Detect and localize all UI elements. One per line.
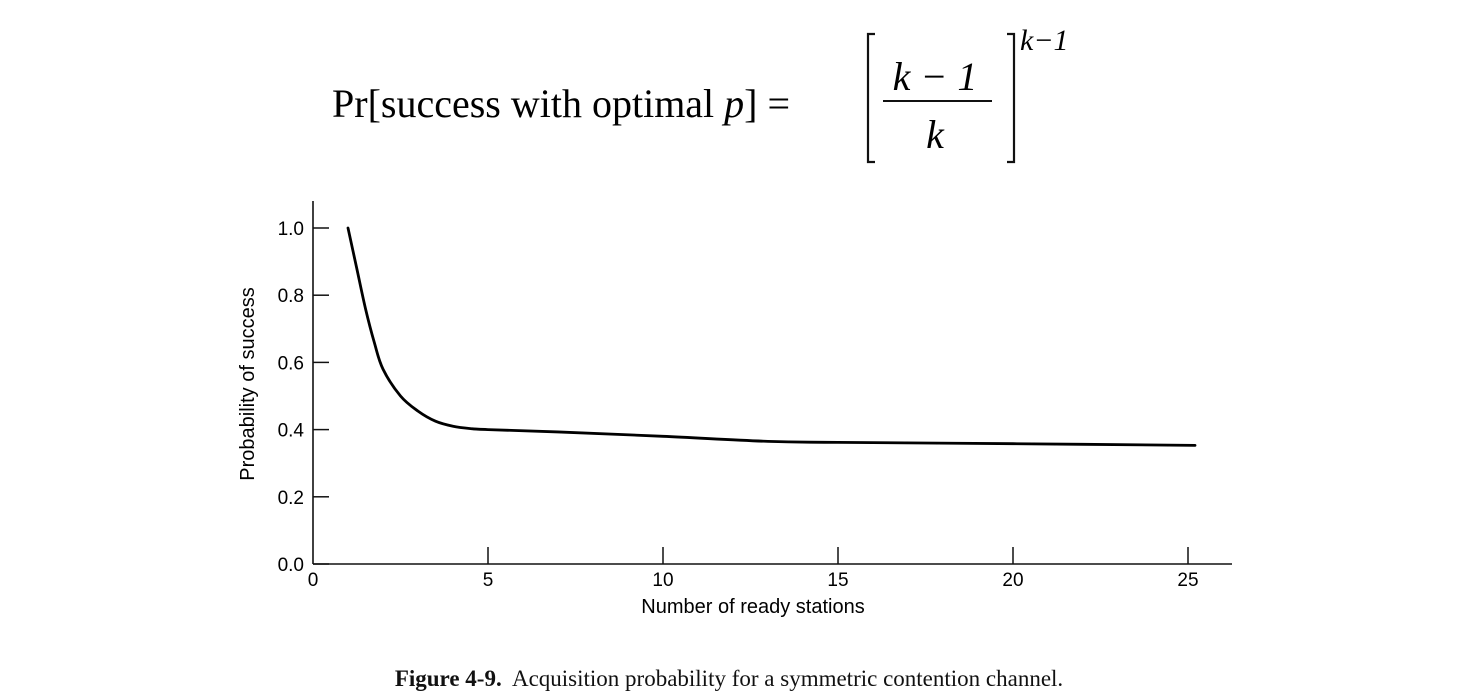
equation-exponent: k−1 [1020,24,1069,57]
y-ticks: 0.0 0.2 0.4 0.6 0.8 1.0 [278,219,329,576]
x-axis-label: Number of ready stations [641,596,864,618]
chart: 0.0 0.2 0.4 0.6 0.8 1.0 0 5 10 15 20 25 Number of … [237,201,1232,618]
x-tick-label: 20 [1002,570,1023,591]
x-ticks: 0 5 10 15 20 25 [308,547,1199,591]
caption-label: Figure 4-9. [394,666,502,691]
fraction-denominator: k [926,112,945,157]
y-tick-label: 0.0 [278,555,304,576]
figure-caption: Figure 4-9. Acquisition probability for … [0,666,1458,692]
y-tick-label: 0.4 [278,421,305,442]
equation-lhs: Pr[success with optimal p] = [332,81,790,126]
caption-text: Acquisition probability for a symmetric … [511,666,1064,691]
y-tick-label: 0.8 [278,286,304,307]
x-tick-label: 5 [483,570,494,591]
right-bracket [1007,32,1016,164]
x-tick-label: 10 [652,570,673,591]
x-tick-label: 25 [1177,570,1198,591]
y-tick-label: 0.2 [278,488,304,509]
fraction-numerator: k − 1 [893,54,978,99]
x-tick-label: 15 [827,570,848,591]
equation: Pr[success with optimal p] = k − 1 k k−1 [332,24,1069,164]
left-bracket [866,32,875,164]
x-tick-label: 0 [308,570,319,591]
series-line [346,226,1197,447]
y-tick-label: 1.0 [278,219,304,240]
y-axis-label: Probability of success [237,287,259,480]
y-tick-label: 0.6 [278,353,304,374]
